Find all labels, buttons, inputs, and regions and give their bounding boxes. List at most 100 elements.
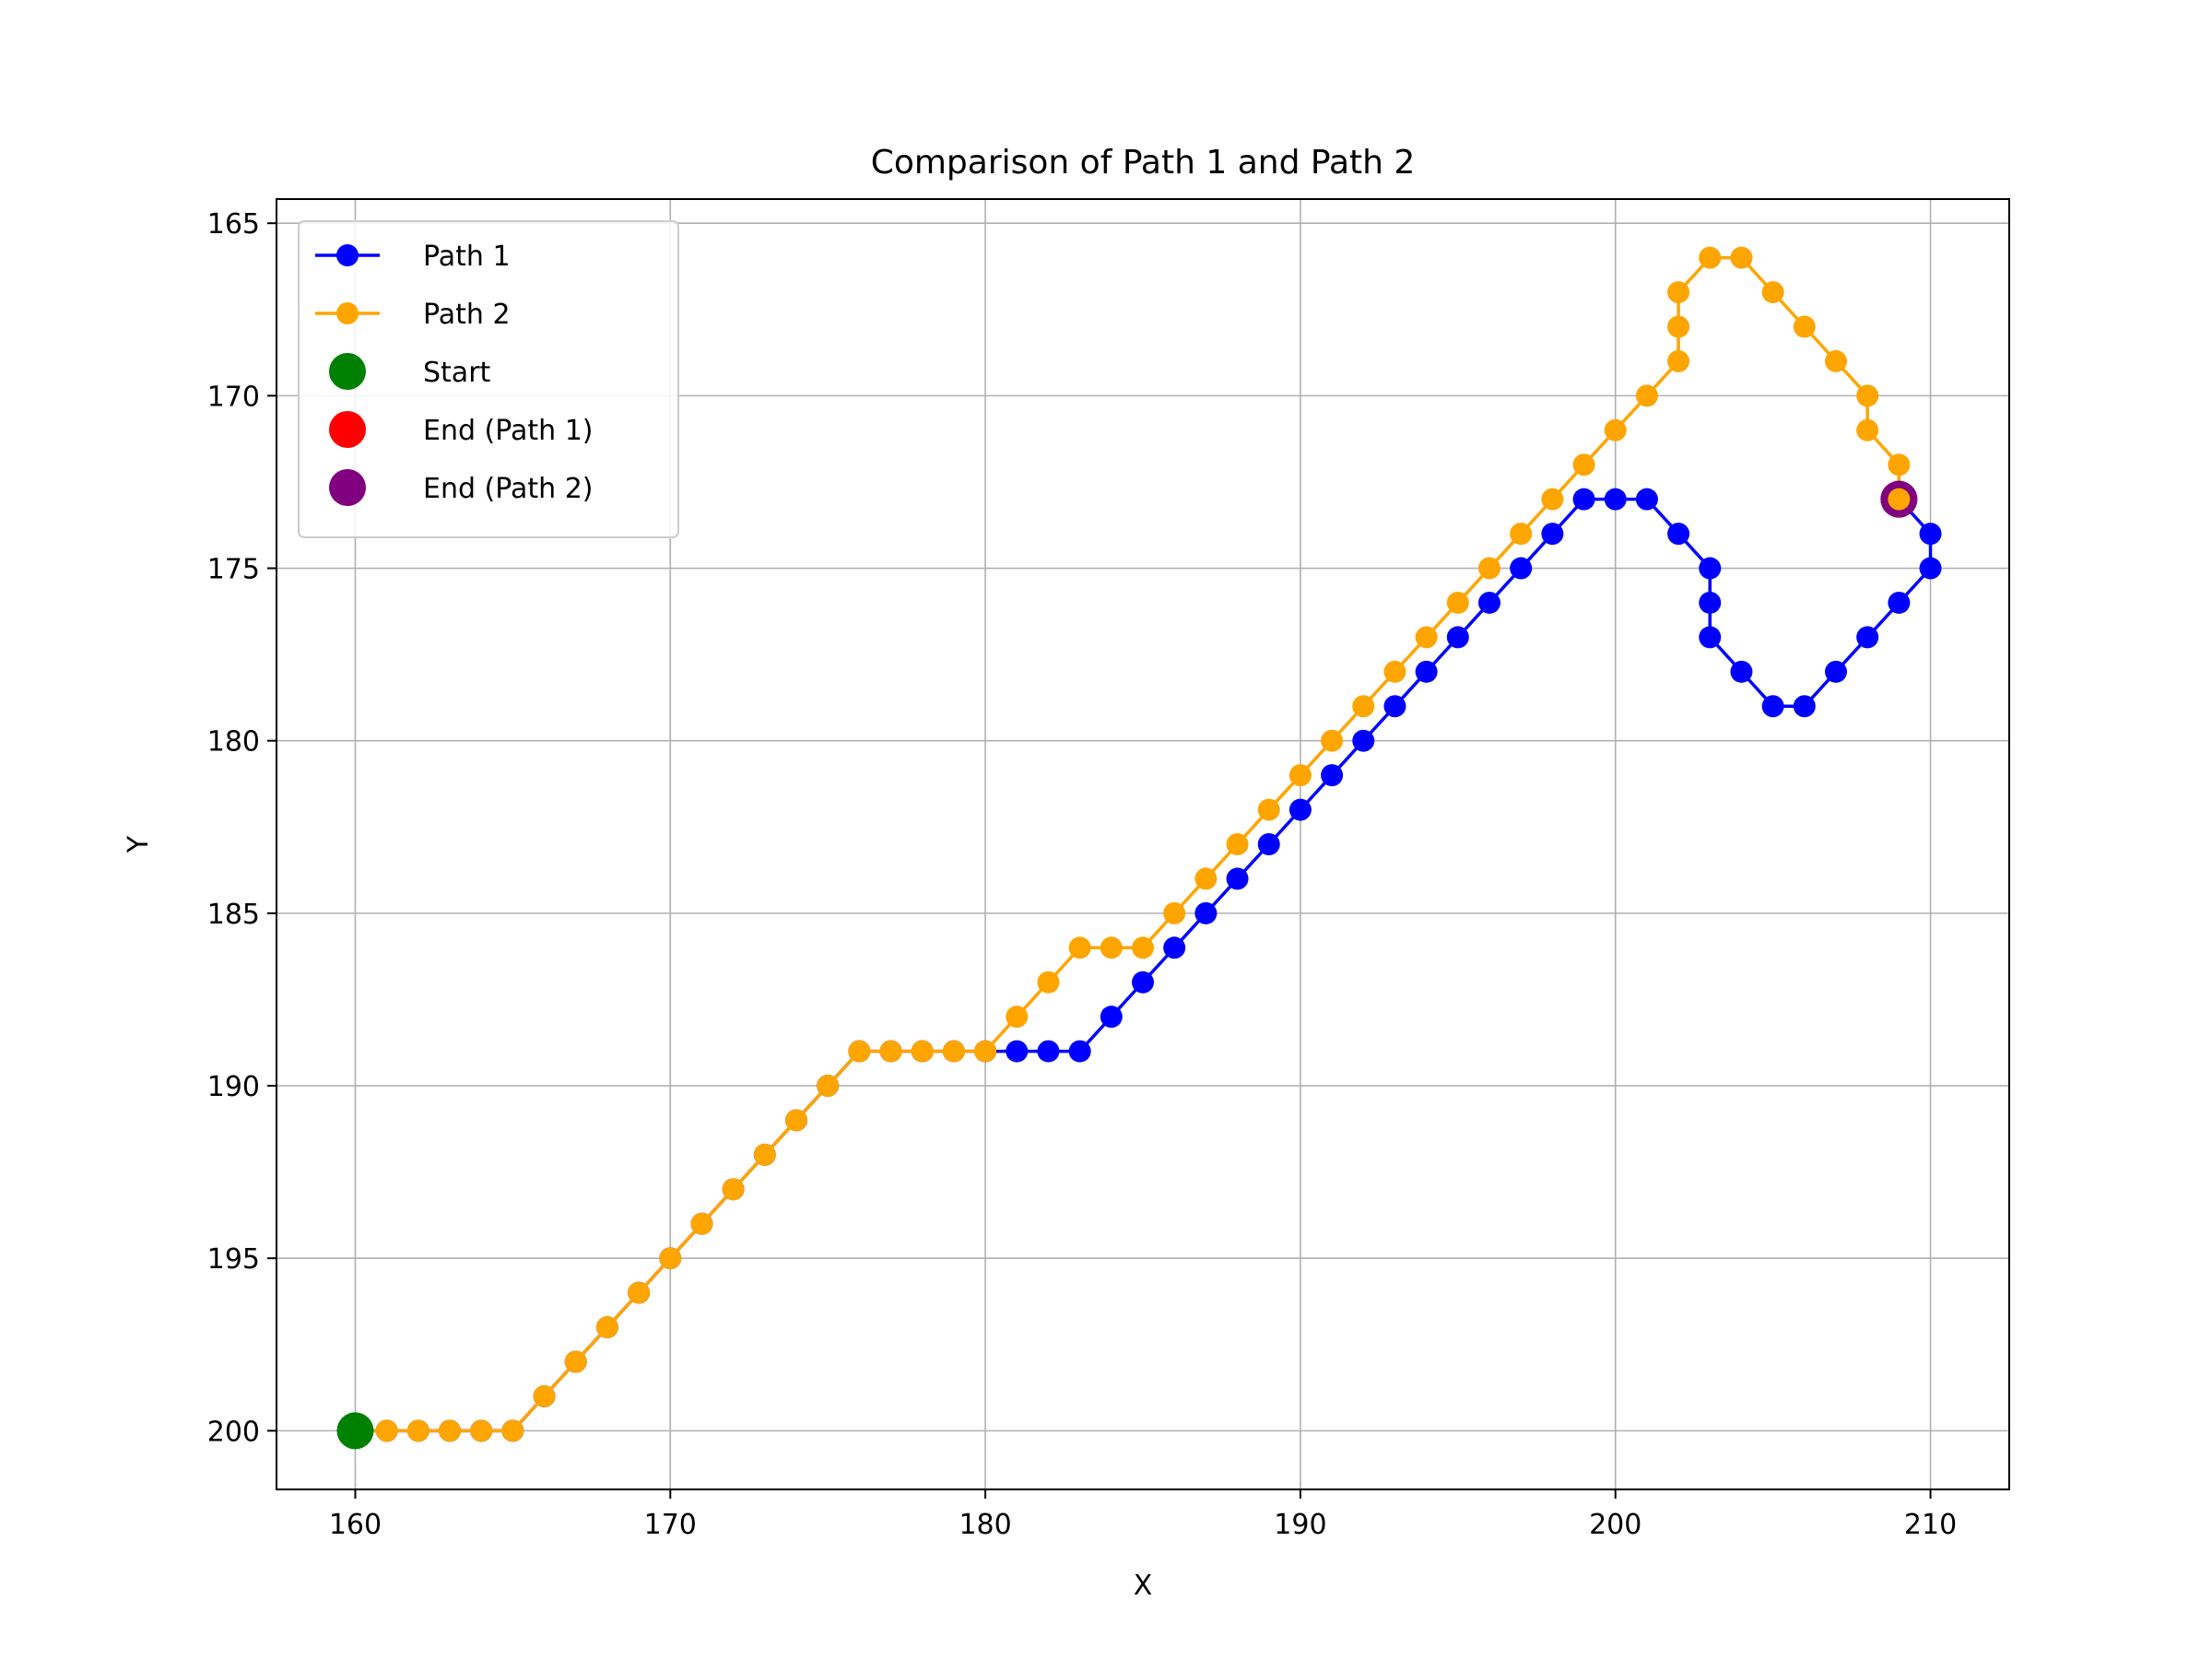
data-point bbox=[1100, 936, 1123, 959]
data-point bbox=[1321, 764, 1344, 787]
data-point bbox=[690, 1212, 713, 1235]
data-point bbox=[1288, 798, 1312, 821]
legend-label: Path 2 bbox=[423, 299, 511, 331]
data-point bbox=[942, 1040, 965, 1063]
data-point bbox=[722, 1178, 745, 1201]
data-point bbox=[1321, 729, 1344, 752]
data-point bbox=[1699, 626, 1722, 649]
data-point bbox=[659, 1247, 682, 1270]
y-tick-label: 170 bbox=[207, 381, 260, 413]
data-point bbox=[1478, 557, 1500, 580]
data-point bbox=[1761, 695, 1784, 718]
y-tick-label: 190 bbox=[207, 1071, 260, 1103]
data-point bbox=[1132, 971, 1154, 994]
data-point bbox=[1415, 660, 1438, 683]
data-point bbox=[1194, 867, 1218, 890]
data-point bbox=[1226, 867, 1249, 890]
data-point bbox=[1383, 660, 1406, 683]
data-point bbox=[470, 1419, 493, 1442]
data-point bbox=[879, 1040, 902, 1063]
x-tick-label: 200 bbox=[1589, 1509, 1641, 1541]
data-point bbox=[1383, 695, 1406, 718]
data-point bbox=[1635, 384, 1658, 407]
x-tick-label: 210 bbox=[1904, 1509, 1957, 1541]
data-point bbox=[1068, 936, 1091, 959]
legend-entry: Path 2 bbox=[315, 299, 511, 331]
y-axis-label: Y bbox=[123, 835, 155, 853]
data-point bbox=[1446, 591, 1469, 614]
data-point bbox=[1288, 764, 1312, 787]
marker-point bbox=[336, 1412, 374, 1450]
legend: Path 1 Path 2 Start End (Path 1) End (Path 2… bbox=[298, 220, 679, 538]
data-point bbox=[785, 1109, 807, 1132]
data-point bbox=[1037, 971, 1060, 994]
data-point bbox=[1919, 557, 1942, 580]
legend-entry: End (Path 1) bbox=[329, 411, 593, 448]
legend-marker bbox=[329, 469, 366, 506]
data-point bbox=[501, 1419, 524, 1442]
data-point bbox=[1856, 384, 1879, 407]
y-tick-label: 175 bbox=[207, 554, 260, 586]
data-point bbox=[595, 1316, 618, 1339]
legend-label: Start bbox=[423, 357, 491, 389]
data-point bbox=[1888, 591, 1911, 614]
data-point bbox=[1510, 557, 1533, 580]
data-point bbox=[1604, 488, 1627, 511]
data-point bbox=[1163, 901, 1186, 924]
data-point bbox=[911, 1040, 934, 1063]
data-point bbox=[1793, 315, 1816, 338]
data-point bbox=[1163, 936, 1186, 959]
axes-frame bbox=[276, 198, 2010, 1490]
data-point bbox=[1572, 488, 1595, 511]
legend-entry: Path 1 bbox=[315, 241, 511, 273]
data-point bbox=[753, 1143, 776, 1166]
data-point bbox=[974, 1040, 997, 1063]
data-point bbox=[1194, 901, 1218, 924]
data-point bbox=[1699, 557, 1722, 580]
data-point bbox=[1604, 418, 1627, 441]
data-point bbox=[1888, 453, 1911, 477]
legend-label: End (Path 1) bbox=[423, 415, 593, 447]
y-tick-label: 180 bbox=[207, 726, 260, 759]
data-point bbox=[1825, 660, 1847, 683]
x-axis-label: X bbox=[1134, 1570, 1153, 1602]
legend-marker bbox=[336, 244, 359, 266]
data-point bbox=[1037, 1040, 1060, 1063]
legend-box bbox=[298, 220, 679, 538]
data-point bbox=[439, 1419, 461, 1442]
data-point bbox=[1856, 418, 1879, 441]
data-point bbox=[1667, 349, 1690, 372]
data-point bbox=[1667, 315, 1690, 338]
data-point bbox=[1478, 591, 1500, 614]
data-point bbox=[628, 1281, 651, 1304]
data-point bbox=[1257, 833, 1280, 855]
data-point bbox=[406, 1419, 429, 1442]
legend-entry: End (Path 2) bbox=[329, 469, 593, 506]
legend-marker bbox=[329, 353, 366, 390]
data-point bbox=[1667, 281, 1690, 304]
data-point bbox=[1415, 626, 1438, 649]
data-point bbox=[1006, 1040, 1029, 1063]
data-point bbox=[817, 1075, 840, 1098]
data-point bbox=[1730, 660, 1753, 683]
legend-marker bbox=[336, 302, 359, 324]
data-point bbox=[1541, 488, 1564, 511]
legend-marker bbox=[329, 411, 366, 448]
x-tick-label: 160 bbox=[329, 1509, 382, 1541]
legend-entry: Start bbox=[329, 353, 491, 390]
x-tick-label: 170 bbox=[644, 1509, 697, 1541]
y-tick-label: 165 bbox=[207, 208, 260, 241]
data-point bbox=[1132, 936, 1154, 959]
data-point bbox=[1699, 591, 1722, 614]
data-point bbox=[1856, 626, 1879, 649]
data-point bbox=[1825, 349, 1847, 372]
plot-area bbox=[336, 246, 1942, 1450]
y-tick-label: 195 bbox=[207, 1243, 260, 1276]
legend-label: Path 1 bbox=[423, 241, 511, 273]
data-point bbox=[1730, 246, 1753, 269]
data-point bbox=[1793, 695, 1816, 718]
axis-ticks: 160 170 180 190 200 210 165 170 175 180 185 190 195 2… bbox=[207, 208, 1957, 1541]
data-point bbox=[1068, 1040, 1091, 1063]
data-point bbox=[1667, 523, 1690, 546]
y-tick-label: 200 bbox=[207, 1416, 260, 1448]
